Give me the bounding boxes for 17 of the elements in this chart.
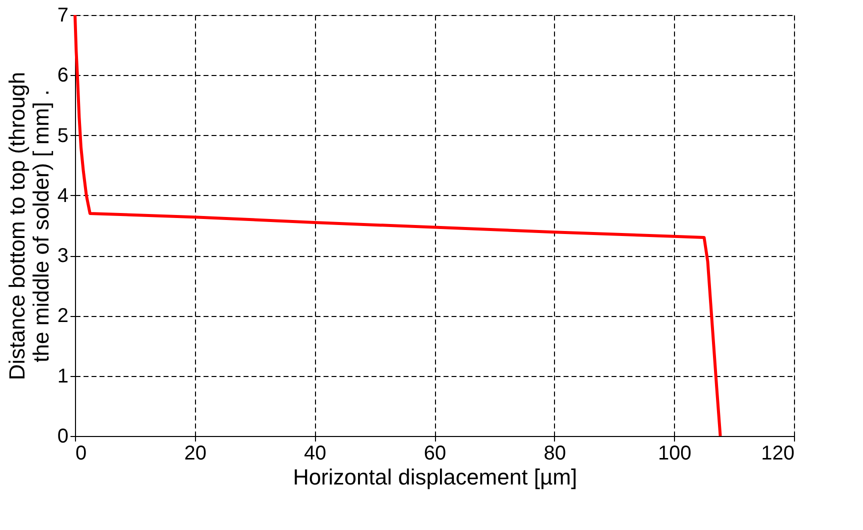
x-axis-title: Horizontal displacement [µm] [292,464,578,490]
y-tick-label: 7 [57,4,68,26]
x-tick-label: 60 [424,442,446,464]
x-tick-label: 80 [544,442,566,464]
x-tick-label: 0 [76,442,87,464]
y-tick-label: 3 [57,245,68,268]
y-axis-title: Distance bottom to top (through the middle of solder) [ mm] . [4,72,54,380]
x-tick-label: 100 [658,442,692,464]
y-tick-label: 2 [57,305,68,328]
y-tick-label: 4 [57,184,68,207]
y-tick-label: 6 [57,64,68,87]
y-tick-label: 1 [57,365,68,388]
y-tick-label: 0 [57,426,68,448]
x-tick-label: 40 [304,442,326,464]
x-tick-label: 120 [761,442,794,464]
y-tick-label: 5 [57,124,68,147]
x-tick-label: 20 [184,442,206,464]
